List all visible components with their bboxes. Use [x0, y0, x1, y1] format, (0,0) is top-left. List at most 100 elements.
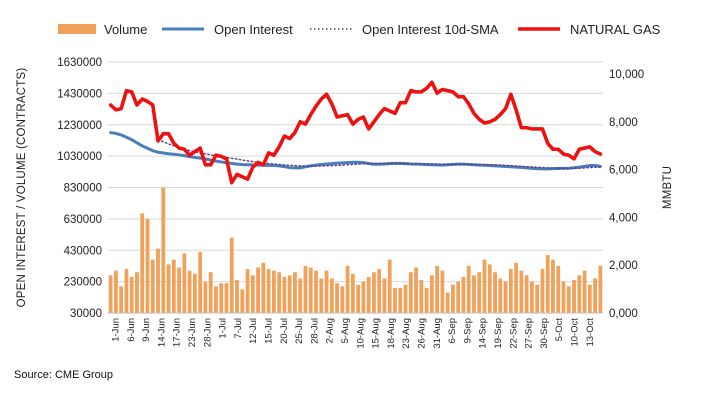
volume-bar	[256, 267, 260, 313]
x-tick-label: 12-Jul	[248, 318, 259, 344]
volume-bar	[314, 270, 318, 313]
x-tick-label: 9-Sep	[462, 318, 473, 343]
volume-bar	[372, 272, 376, 313]
volume-bar	[114, 270, 118, 313]
volume-bar	[503, 281, 508, 313]
x-tick-label: 15-Aug	[371, 318, 382, 349]
volume-bar	[366, 276, 371, 313]
volume-bar	[340, 286, 345, 313]
volume-bar	[593, 278, 597, 313]
volume-bar	[235, 280, 239, 313]
y-left-tick-label: 30000	[70, 308, 102, 320]
volume-bar	[587, 284, 592, 313]
volume-bar	[198, 251, 203, 313]
volume-bar	[298, 278, 303, 313]
volume-bar	[387, 259, 392, 313]
volume-bar	[135, 272, 139, 313]
natural-gas-line	[108, 80, 603, 185]
x-tick-label: 5-Oct	[554, 318, 565, 342]
volume-bar	[566, 286, 571, 313]
y-right-tick-label: 6,000	[609, 165, 638, 177]
x-tick-label: 13-Oct	[585, 318, 596, 347]
volume-bar	[177, 267, 181, 313]
legend-label: Open Interest 10d-SMA	[362, 22, 499, 37]
volume-bar	[356, 284, 361, 313]
volume-bar	[150, 259, 155, 313]
x-tick-label: 28-Jun	[202, 318, 213, 347]
legend-label: Volume	[104, 22, 147, 37]
volume-bar	[556, 265, 561, 313]
y-right-axis-title: MMBTU	[662, 166, 674, 209]
y-right-tick-label: 0,000	[609, 308, 638, 320]
volume-bar	[171, 259, 176, 313]
volume-bar	[551, 259, 555, 313]
volume-bar	[445, 292, 450, 313]
volume-bar	[129, 276, 134, 313]
y-right-tick-label: 2,000	[609, 260, 638, 272]
volume-bar	[466, 265, 471, 313]
x-tick-label: 20-Jul	[279, 318, 290, 344]
x-tick-label: 27-Sep	[524, 318, 535, 349]
x-tick-label: 25-Jul	[294, 318, 305, 344]
volume-bar	[224, 283, 229, 313]
x-tick-label: 10-Aug	[355, 318, 366, 349]
volume-bar	[303, 265, 308, 313]
volume-bar	[229, 237, 234, 313]
volume-bar	[482, 259, 487, 313]
volume-bar	[519, 270, 524, 313]
volume-bar	[192, 273, 197, 313]
volume-bar	[287, 275, 292, 313]
volume-bar	[282, 276, 287, 313]
volume-bar	[208, 272, 213, 313]
volume-bar	[530, 281, 534, 313]
volume-bar	[414, 267, 418, 313]
x-tick-label: 30-Sep	[539, 318, 550, 349]
volume-bar	[582, 270, 587, 313]
volume-bar	[266, 269, 271, 313]
axes: 30000 230000 430000 630000 830000 1030000 1230…	[16, 57, 674, 349]
volume-bar	[261, 262, 266, 313]
y-left-tick-label: 1430000	[57, 88, 102, 100]
volume-bar	[572, 280, 576, 313]
x-tick-label: 23-Jun	[187, 318, 198, 347]
y-left-axis-title: OPEN INTEREST / VOLUME (CONTRACTS)	[16, 68, 28, 308]
x-tick-label: 7-Jul	[233, 318, 244, 339]
x-tick-label: 6-Jun	[126, 318, 137, 342]
volume-bar	[493, 272, 497, 313]
volume-bar	[293, 272, 297, 313]
y-left-tick-label: 1230000	[57, 120, 102, 132]
legend: Volume Open Interest Open Interest 10d-SMA…	[58, 22, 661, 37]
x-tick-label: 2-Aug	[325, 318, 336, 343]
volume-bar	[382, 278, 387, 313]
y-left-tick-label: 630000	[64, 214, 102, 226]
open-interest-line	[109, 131, 602, 171]
y-right-tick-label: 4,000	[609, 212, 638, 224]
y-left-tick-label: 830000	[64, 183, 102, 195]
volume-bar	[271, 270, 276, 313]
series-lines	[108, 80, 603, 185]
volume-bar	[277, 272, 282, 313]
x-tick-label: 5-Aug	[340, 318, 351, 343]
volume-bars	[108, 187, 603, 313]
volume-bar	[487, 264, 492, 313]
open-interest-sma-line	[157, 138, 602, 170]
volume-bar	[514, 262, 519, 313]
volume-bar	[345, 265, 350, 313]
volume-bar	[324, 270, 329, 313]
volume-bar	[393, 287, 397, 313]
volume-bar	[350, 273, 355, 313]
volume-bar	[508, 269, 513, 313]
x-tick-label: 19-Sep	[493, 318, 504, 349]
volume-bar	[398, 287, 403, 313]
y-left-tick-label: 230000	[64, 277, 102, 289]
volume-bar	[424, 287, 429, 313]
volume-bar	[435, 265, 440, 313]
volume-bar	[187, 270, 192, 313]
volume-bar	[145, 218, 150, 313]
y-right-tick-label: 10,000	[609, 69, 644, 81]
volume-bar	[403, 284, 408, 313]
volume-bar	[308, 267, 313, 313]
volume-bar	[561, 281, 566, 313]
